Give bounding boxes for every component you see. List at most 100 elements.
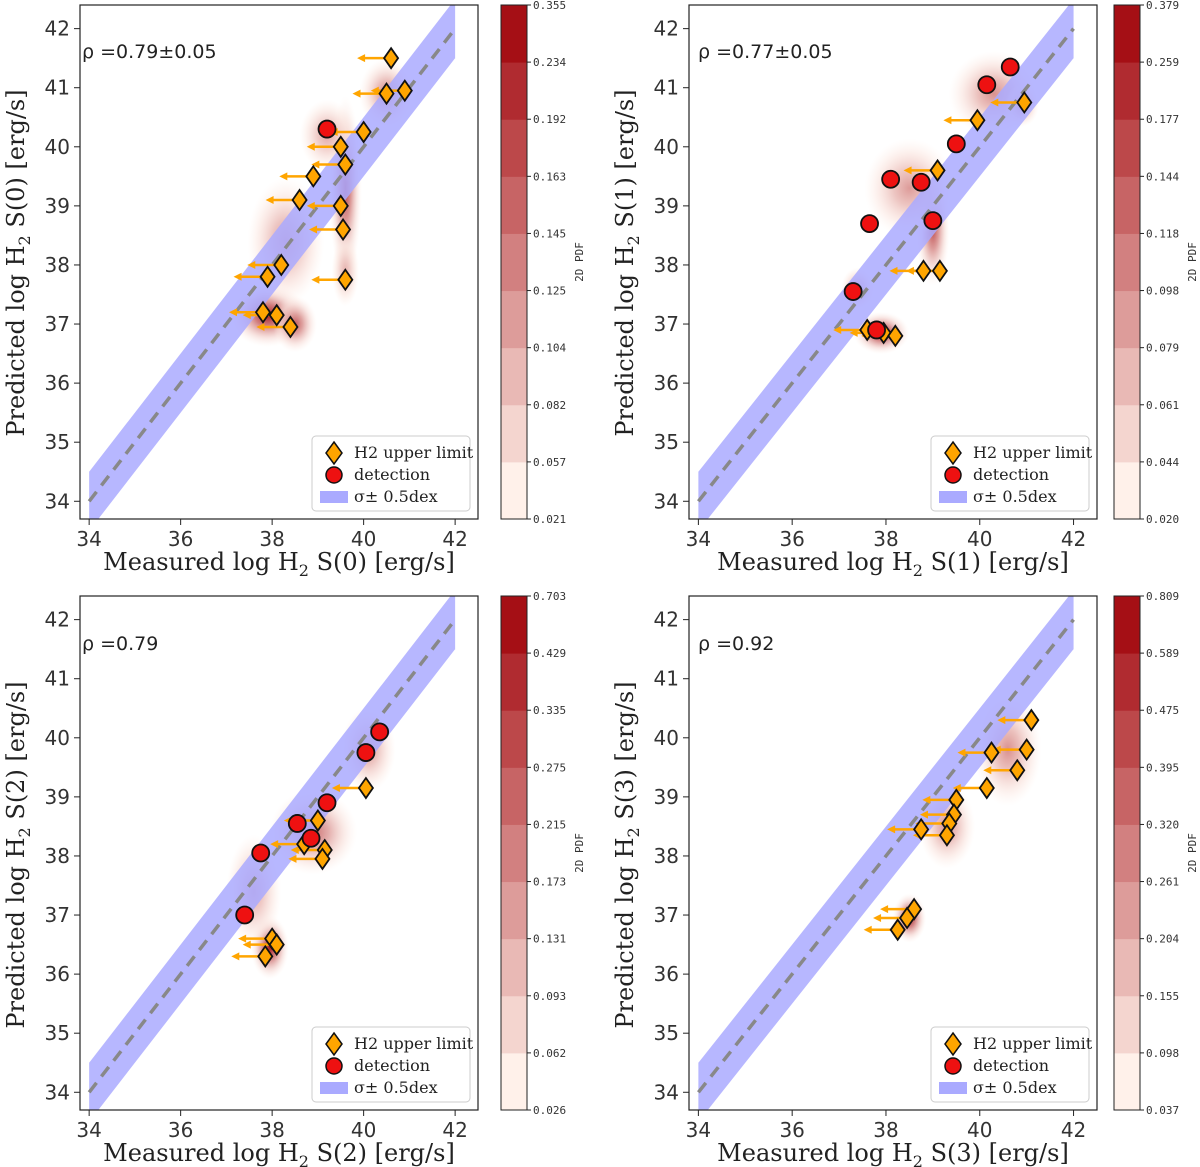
y-tick-label: 37 [45, 903, 70, 927]
legend-band-swatch [939, 1082, 967, 1094]
colorbar-tick-label: 0.204 [1146, 933, 1179, 946]
upper-limit-arrowhead [231, 952, 240, 961]
y-tick-label: 42 [45, 17, 70, 41]
colorbar-segment [1114, 233, 1140, 292]
legend-box [930, 1026, 1090, 1103]
y-tick-label: 37 [654, 903, 679, 927]
panel-s2: 34 36 38 40 42 34 35 36 37 38 39 40 41 42 ρ =0.79 H2 … [2, 590, 586, 1167]
upper-limit-marker [309, 808, 326, 833]
upper-limit-arrowhead [242, 940, 251, 949]
upper-limit-arrowhead [288, 854, 297, 863]
detection-marker [923, 211, 943, 231]
plot-content [80, 5, 478, 519]
colorbar-tick-label: 0.125 [533, 285, 566, 298]
colorbar-tick-label: 0.259 [1146, 56, 1179, 69]
upper-limit-marker [1018, 738, 1035, 762]
upper-limit-marker [983, 740, 1000, 765]
y-tick-label: 41 [45, 76, 70, 100]
colorbar-segment [501, 710, 527, 768]
y-tick-label: 38 [45, 253, 70, 277]
colorbar-tick-label: 0.192 [533, 113, 566, 126]
upper-limit-marker [1016, 90, 1033, 115]
colorbar-tick-label: 0.429 [533, 647, 566, 660]
colorbar-segment [501, 938, 527, 997]
plot-frame [79, 4, 479, 520]
colorbar-segment [1114, 461, 1140, 520]
colorbar-segment [1114, 1052, 1140, 1111]
upper-limit-arrowhead [919, 810, 928, 819]
upper-limit-marker [1023, 708, 1040, 732]
x-axis-label: Measured log H2 S(3) [erg/s] [717, 1139, 1069, 1167]
detection-marker [317, 793, 337, 813]
upper-limit-marker [332, 135, 349, 159]
colorbar-segment [1114, 404, 1140, 463]
colorbar-tick-label: 0.098 [1146, 1047, 1179, 1060]
correlation-coefficient: ρ =0.79 [82, 633, 158, 655]
legend-detection-label: detection [354, 1056, 430, 1075]
legend-box [311, 1026, 471, 1103]
legend: H2 upper limit detection σ± 0.5dex [311, 435, 474, 512]
colorbar-tick-label: 0.475 [1146, 704, 1179, 717]
colorbar-segment [1114, 290, 1140, 349]
colorbar-tick-label: 0.320 [1146, 818, 1179, 831]
colorbar-tick-label: 0.589 [1146, 647, 1179, 660]
upper-limit-marker [978, 776, 995, 800]
y-tick-label: 37 [45, 312, 70, 336]
y-tick-label: 36 [654, 962, 679, 986]
legend-band-swatch [320, 1082, 348, 1094]
x-tick-label: 36 [168, 1118, 193, 1142]
colorbar-tick-label: 0.173 [533, 876, 566, 889]
x-tick-label: 38 [873, 527, 898, 551]
legend-detection-label: detection [973, 1056, 1049, 1075]
detection-marker [946, 134, 966, 154]
sigma-band [89, 596, 456, 1110]
y-axis-label: Predicted log H2 S(2) [erg/s] [2, 681, 34, 1028]
colorbar-segment [501, 653, 527, 711]
legend-band-label: σ± 0.5dex [973, 487, 1057, 506]
detection-marker [370, 722, 390, 742]
upper-limit-arrowhead [247, 260, 256, 269]
upper-limit-arrowhead [903, 166, 912, 175]
upper-limit-arrowhead [952, 784, 961, 793]
colorbar-tick-label: 0.809 [1146, 590, 1179, 603]
colorbar-tick-label: 0.395 [1146, 761, 1179, 774]
colorbar-segment [1114, 710, 1140, 768]
upper-limit-marker [969, 108, 986, 132]
colorbar-tick-label: 0.355 [533, 0, 566, 12]
detection-marker [911, 172, 931, 192]
detection-marker [1000, 57, 1020, 77]
upper-limit-arrowhead [922, 795, 931, 804]
colorbar-tick-label: 0.177 [1146, 113, 1179, 126]
y-tick-label: 42 [45, 608, 70, 632]
y-tick-label: 41 [654, 76, 679, 100]
legend-upper-limit-swatch [325, 440, 343, 466]
legend: H2 upper limit detection σ± 0.5dex [930, 1026, 1093, 1103]
upper-limit-marker [291, 188, 308, 212]
y-tick-label: 42 [654, 17, 679, 41]
plot-frame [688, 595, 1098, 1111]
colorbar-segment [1114, 62, 1140, 120]
colorbar-tick-label: 0.061 [1146, 399, 1179, 412]
legend: H2 upper limit detection σ± 0.5dex [930, 435, 1093, 512]
upper-limit-arrowhead [265, 195, 274, 204]
legend-detection-swatch [325, 1057, 343, 1075]
detection-marker [301, 828, 321, 848]
y-tick-label: 34 [45, 1080, 70, 1104]
upper-limit-arrowhead [887, 825, 896, 834]
colorbar-segment [1114, 995, 1140, 1054]
legend-band-label: σ± 0.5dex [973, 1078, 1057, 1097]
colorbar-tick-label: 0.234 [533, 56, 566, 69]
y-tick-label: 35 [45, 430, 70, 454]
plot-area: 34 36 38 40 42 34 35 36 37 38 39 40 41 42 [654, 4, 1098, 551]
x-tick-label: 38 [259, 1118, 284, 1142]
x-tick-label: 40 [351, 527, 376, 551]
correlation-coefficient: ρ =0.92 [698, 633, 774, 655]
x-tick-label: 42 [442, 527, 467, 551]
y-tick-label: 40 [654, 135, 679, 159]
upper-limit-marker [382, 46, 400, 70]
legend-detection-label: detection [973, 465, 1049, 484]
colorbar-label: 2D PDF [1186, 242, 1199, 282]
y-tick-label: 35 [45, 1021, 70, 1045]
upper-limit-marker [931, 259, 948, 283]
